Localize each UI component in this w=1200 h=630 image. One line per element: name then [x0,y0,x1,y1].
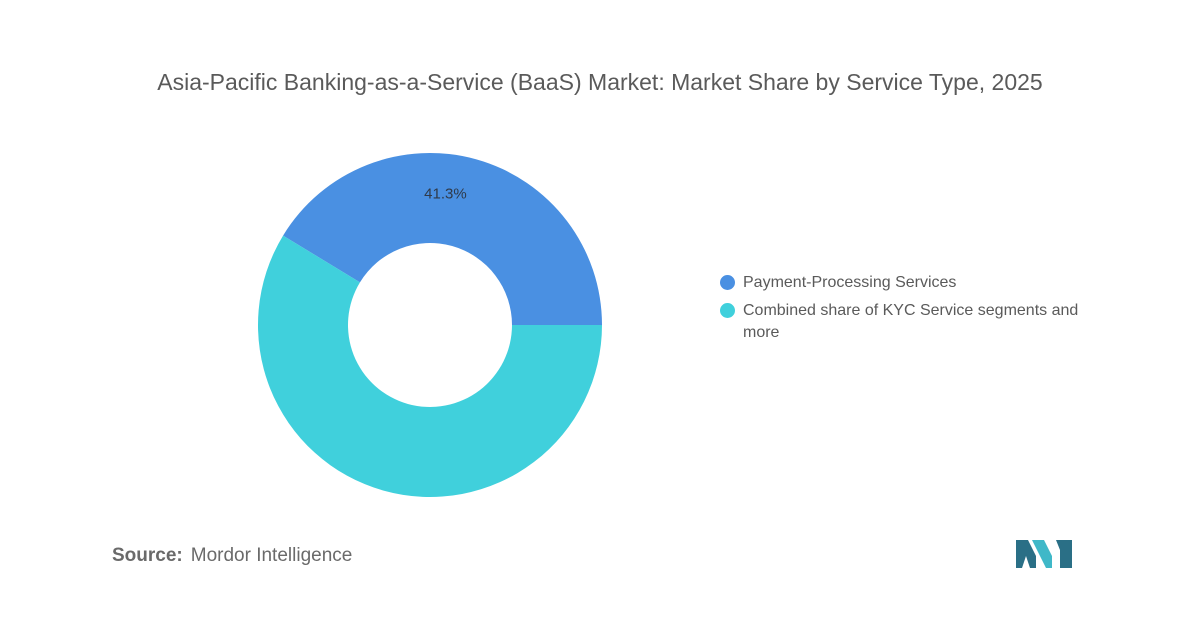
legend-label-kyc-and-more: Combined share of KYC Service segments a… [743,302,1079,341]
data-label-payment-processing-services: 41.3% [424,185,467,202]
legend-swatch-payment-processing [720,275,735,290]
donut-slice-combined-share-of-kyc-service-segments-and-more [258,235,602,497]
legend-swatch-kyc-and-more [720,303,735,318]
legend-item-payment-processing: Payment-Processing Services [720,272,1100,294]
source-value: Mordor Intelligence [190,545,353,566]
donut-slice-payment-processing-services [283,152,602,325]
logo-shape-middle [1032,540,1052,568]
logo-shape-right [1052,540,1072,568]
donut-chart: 41.3% [258,152,602,497]
legend-item-kyc-and-more: Combined share of KYC Service segments a… [720,300,1100,344]
chart-title: Asia-Pacific Banking-as-a-Service (BaaS)… [157,69,1043,95]
chart-legend: Payment-Processing Services Combined sha… [720,272,1100,350]
source-label: Source: [112,545,183,566]
legend-label-payment-processing: Payment-Processing Services [743,274,957,291]
source-note: Source: Mordor Intelligence [112,545,352,567]
logo-shape-left [1016,540,1036,568]
mordor-intelligence-logo-icon [1016,540,1072,568]
